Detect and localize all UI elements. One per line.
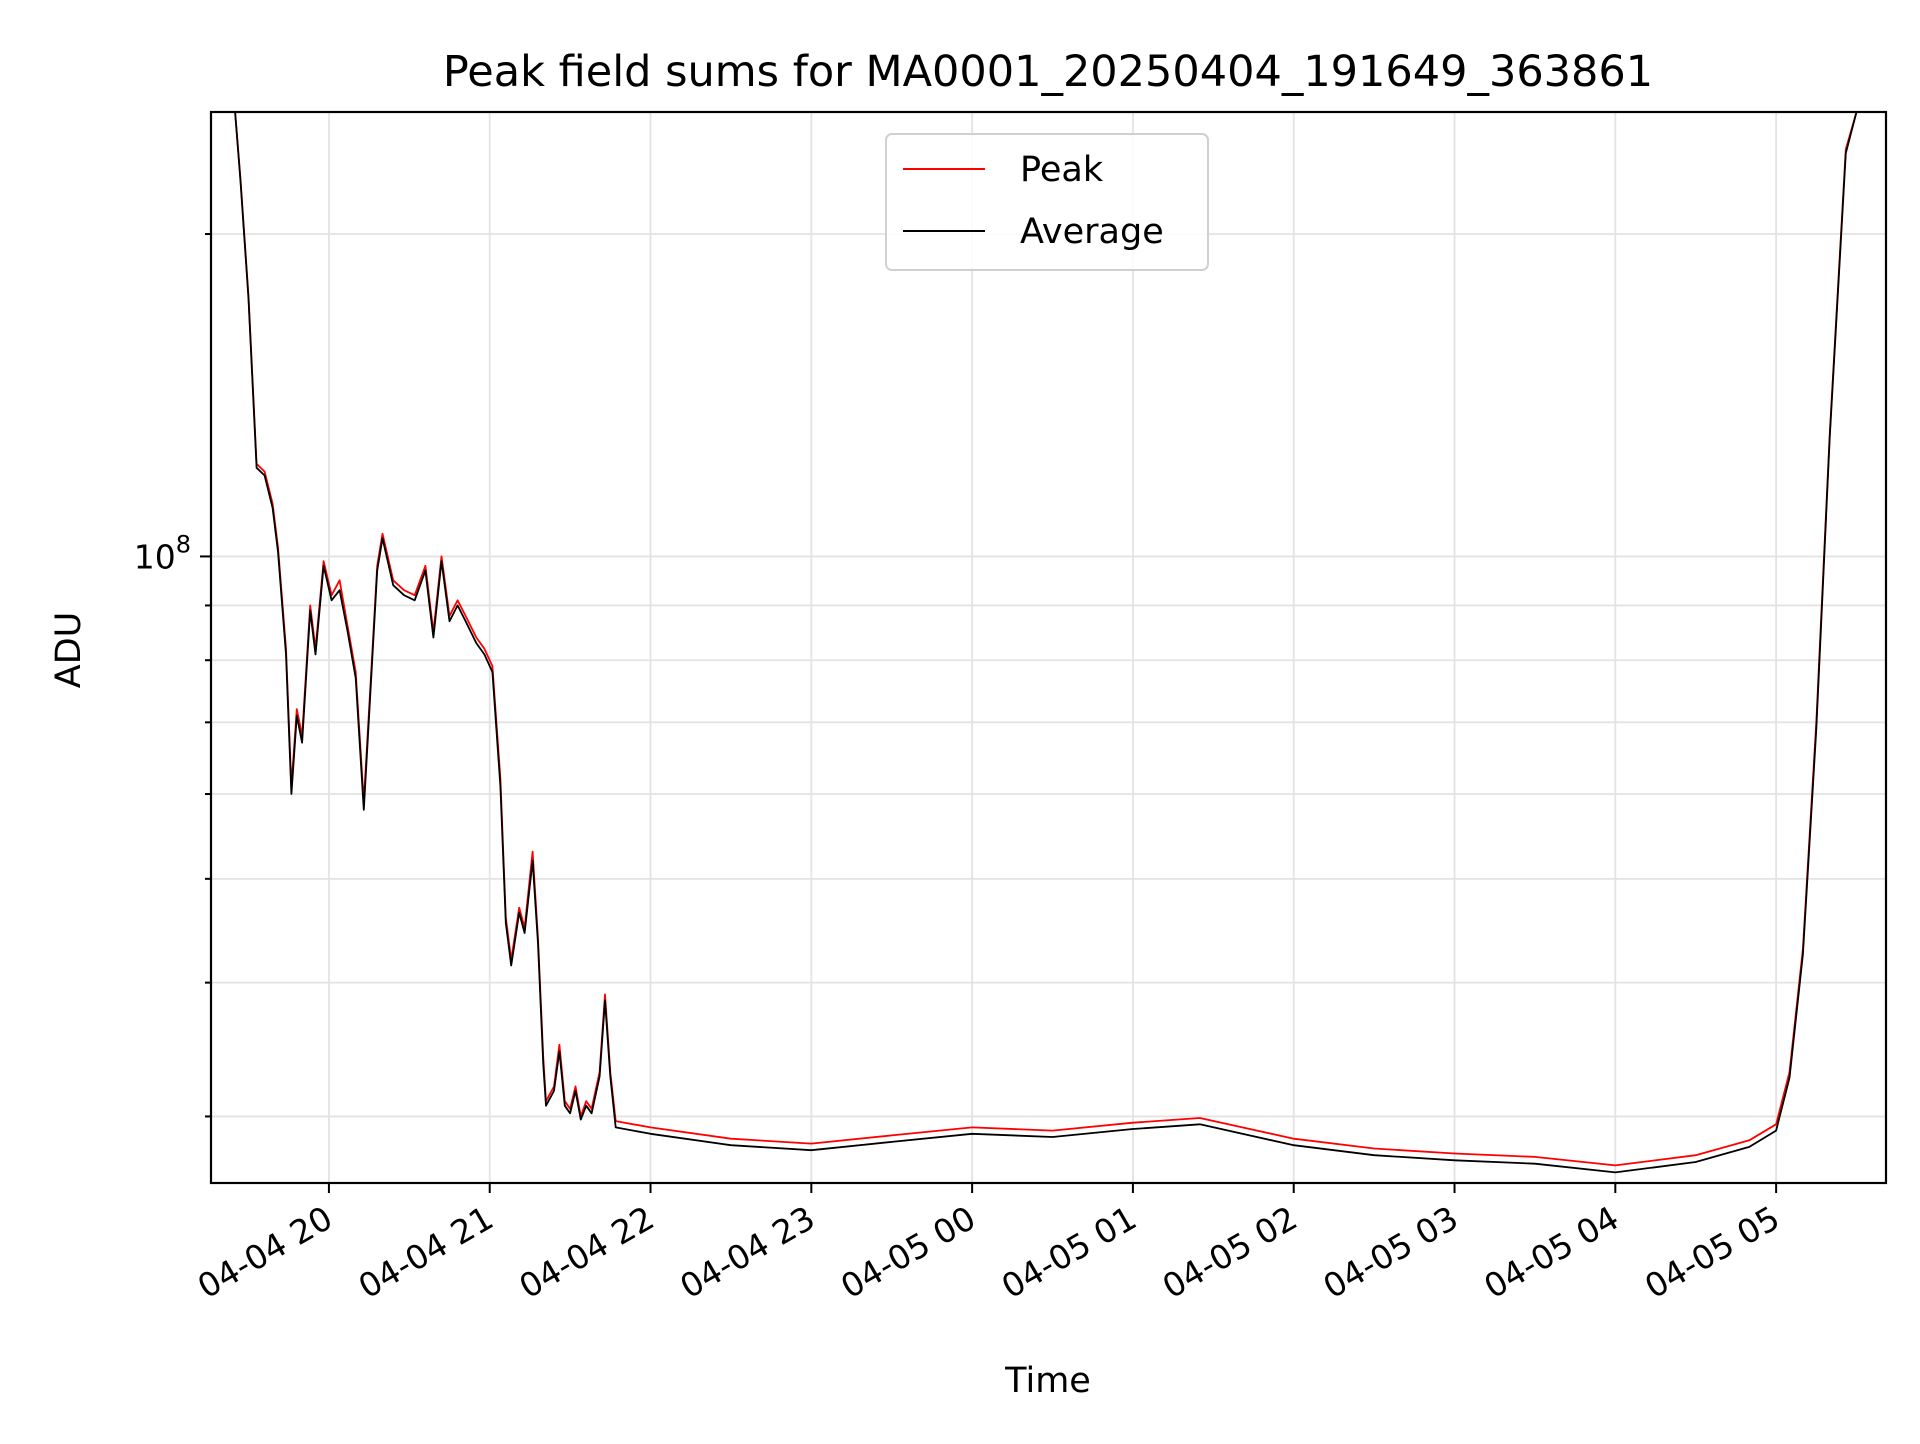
y-tick-label: 108 (134, 530, 191, 576)
legend-label-average: Average (1020, 212, 1164, 252)
legend-label-peak: Peak (1020, 150, 1104, 190)
plot-lines (211, 111, 1886, 1174)
y-tick-label-exponent: 8 (176, 530, 191, 558)
x-axis-label: Time (1004, 1361, 1091, 1401)
grid-lines (211, 112, 1886, 1183)
legend: Peak Average (885, 133, 1209, 271)
series-line-average (211, 111, 1886, 1174)
plot-frame (209, 110, 1888, 1185)
y-axis-label: ADU (49, 612, 89, 689)
y-tick-label-base: 10 (134, 537, 176, 576)
chart-title: Peak field sums for MA0001_20250404_1916… (443, 47, 1653, 97)
